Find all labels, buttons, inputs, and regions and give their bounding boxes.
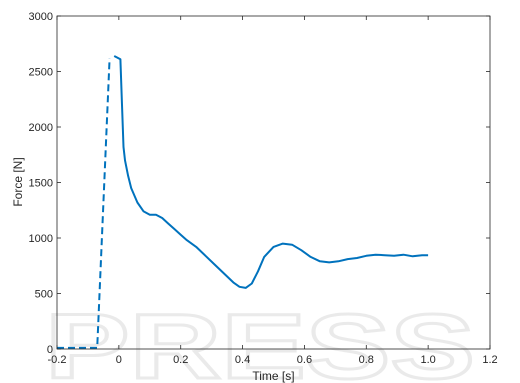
y-tick-label: 3000 <box>29 11 53 23</box>
x-tick-label: 0.4 <box>235 354 250 366</box>
x-tick-label: -0.2 <box>48 354 67 366</box>
dashed-force-series <box>57 58 111 349</box>
x-tick-label: 0 <box>116 354 122 366</box>
x-tick-label: 1.0 <box>420 354 435 366</box>
x-axis-label: Time [s] <box>252 369 294 383</box>
solid-force-series <box>113 55 429 289</box>
y-tick-label: 2000 <box>29 122 53 134</box>
y-tick-label: 500 <box>35 289 53 301</box>
plot-area <box>57 55 429 349</box>
y-tick-label: 0 <box>47 344 53 356</box>
y-tick-label: 1500 <box>29 178 53 190</box>
y-axis-label: Force [N] <box>11 157 25 206</box>
x-tick-label: 1.2 <box>482 354 497 366</box>
ticks: -0.2 0 0.2 0.4 0.6 0.8 1.0 1.205001000150020002… <box>29 11 498 366</box>
press-watermark: PRESS <box>45 296 475 383</box>
x-tick-label: 0.2 <box>173 354 188 366</box>
x-tick-label: 0.6 <box>297 354 312 366</box>
y-tick-label: 2500 <box>29 67 53 79</box>
x-tick-label: 0.8 <box>359 354 374 366</box>
y-tick-label: 1000 <box>29 233 53 245</box>
